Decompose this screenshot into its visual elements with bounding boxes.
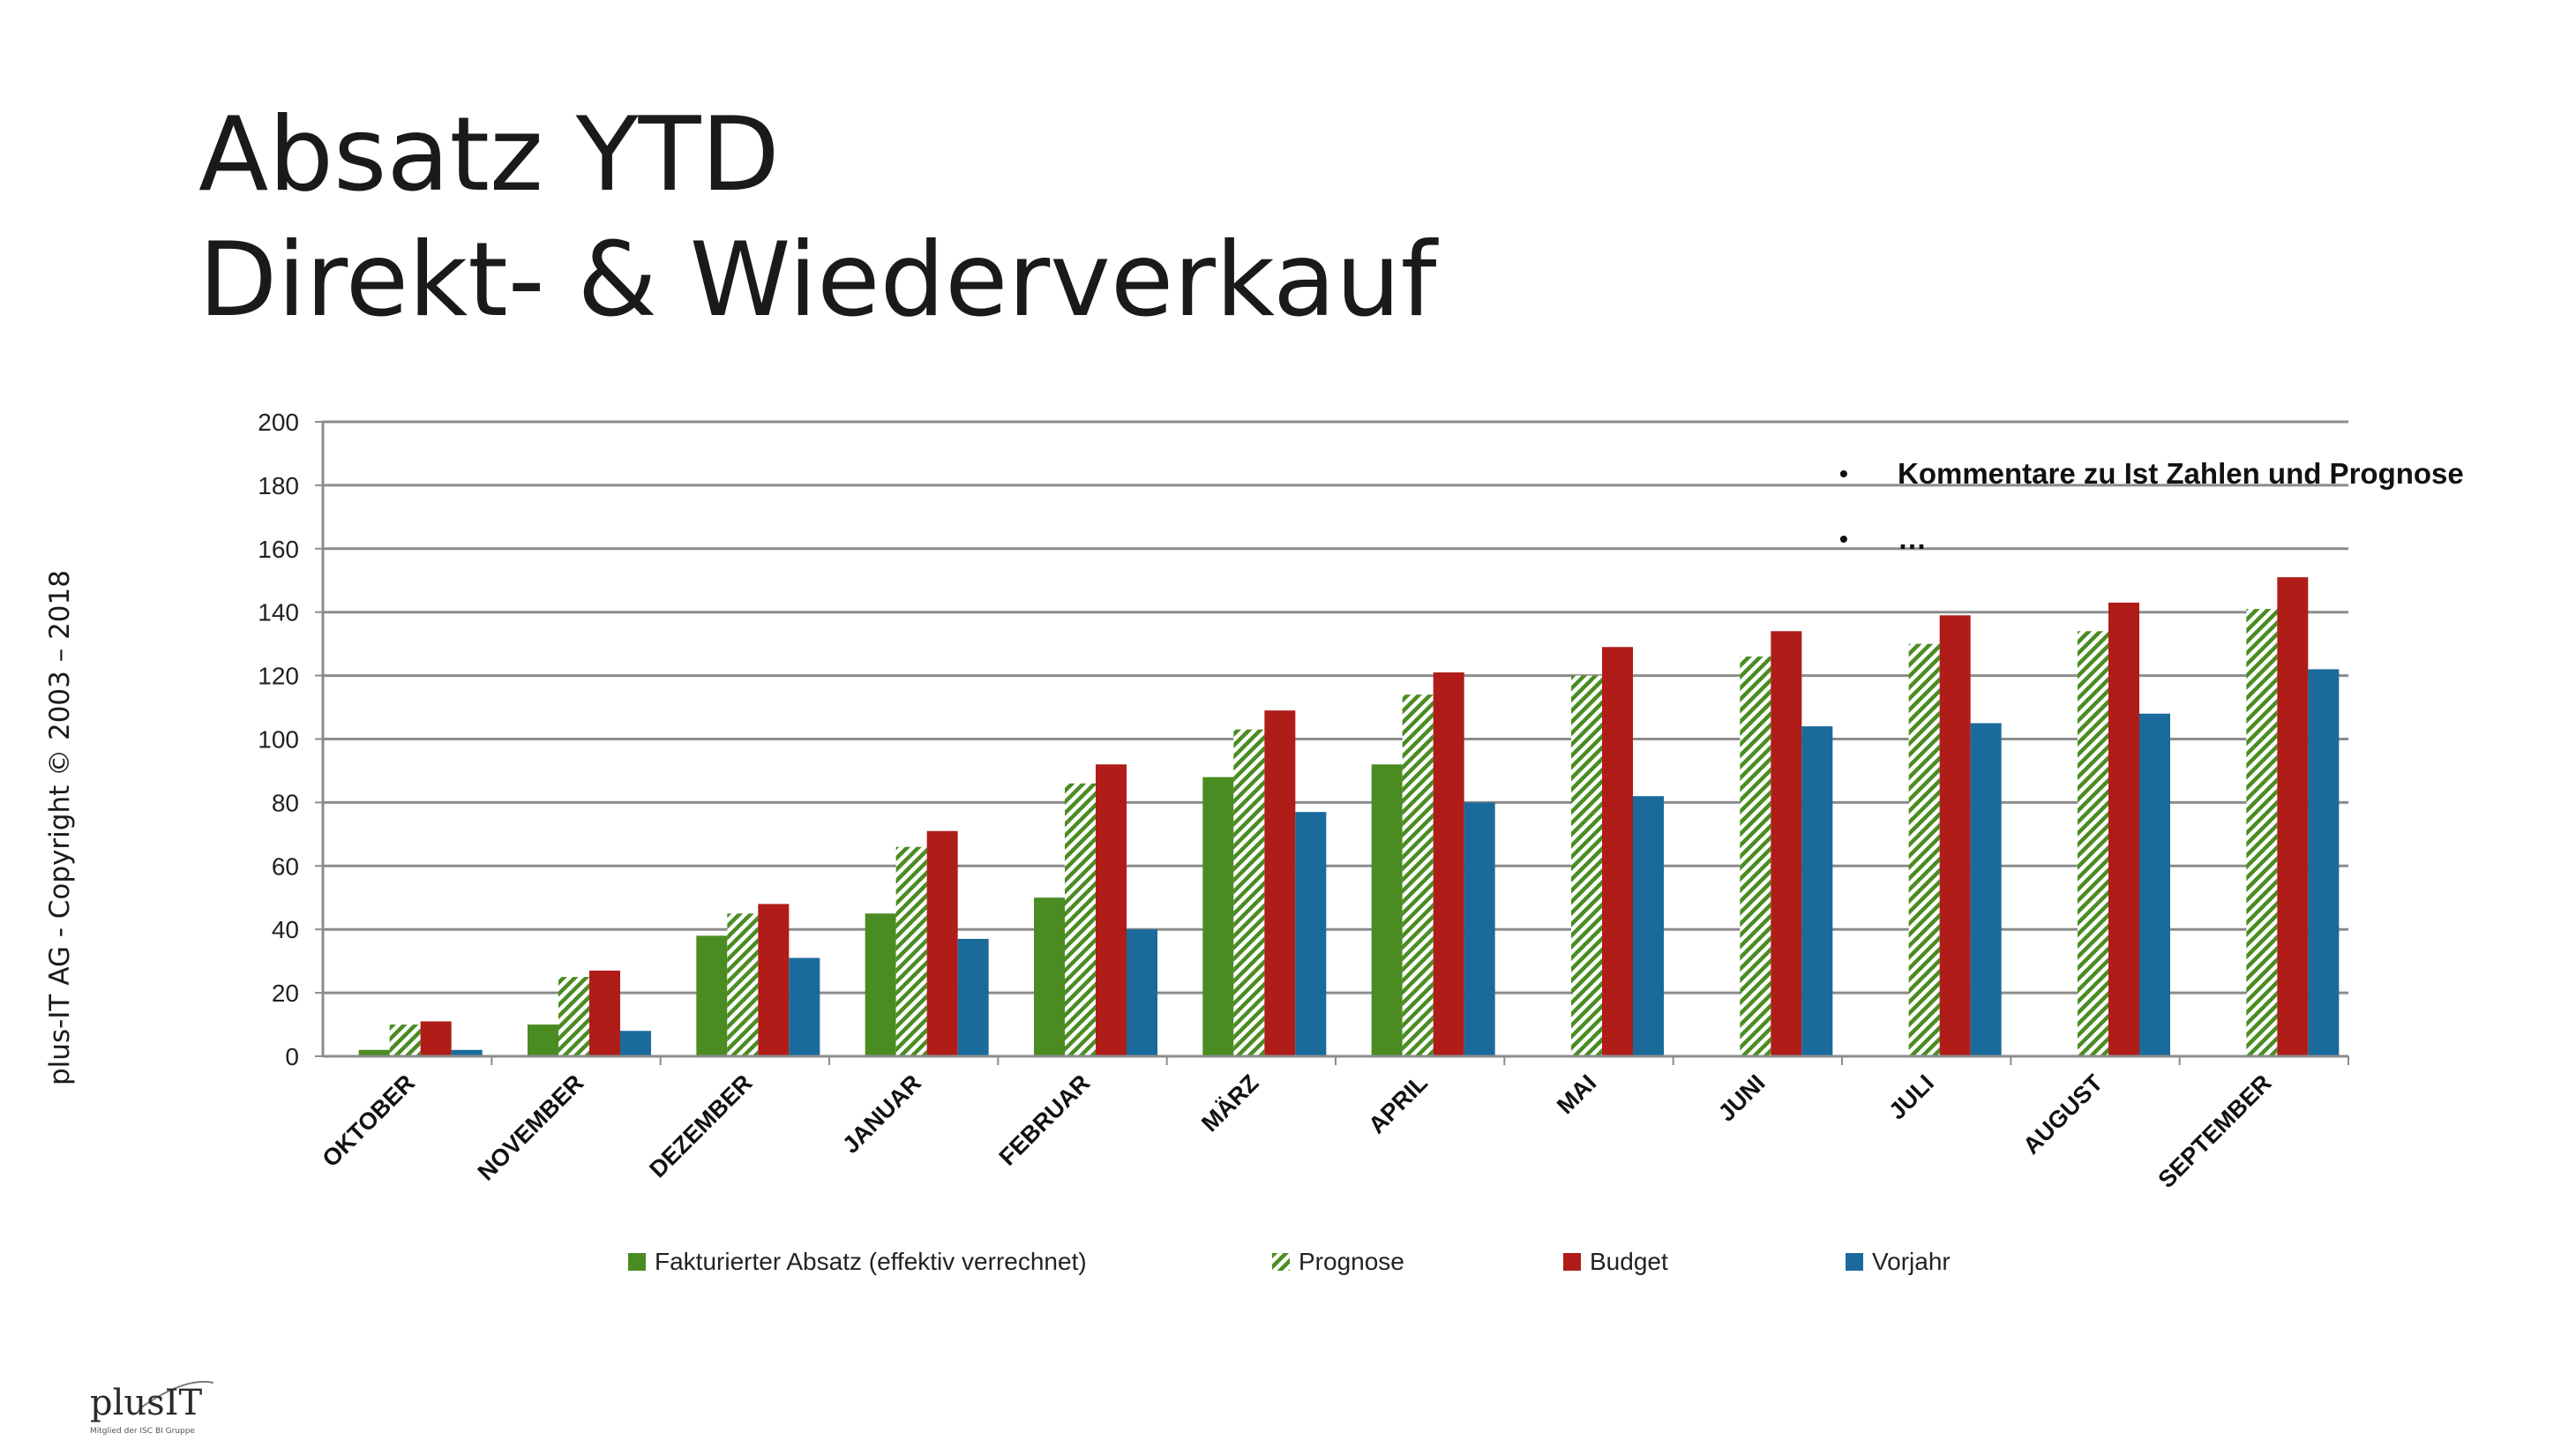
legend-label: Vorjahr bbox=[1872, 1248, 1951, 1275]
logo-text: plusIT bbox=[90, 1383, 203, 1423]
x-tick-label: NOVEMBER bbox=[473, 1069, 589, 1186]
bar-fakturiert bbox=[358, 1049, 390, 1056]
title-line-1: Absatz YTD bbox=[198, 95, 780, 214]
bar-prognose bbox=[895, 846, 927, 1056]
y-tick-label: 100 bbox=[258, 726, 299, 754]
legend-label: Prognose bbox=[1299, 1248, 1404, 1275]
legend-item-vorjahr: Vorjahr bbox=[1846, 1240, 1951, 1284]
bar-prognose bbox=[1402, 694, 1434, 1056]
y-tick-label: 180 bbox=[258, 472, 299, 499]
bars bbox=[358, 577, 2340, 1056]
bar-vorjahr bbox=[451, 1049, 483, 1056]
bar-vorjahr bbox=[1801, 726, 1833, 1056]
bar-budget bbox=[758, 904, 790, 1056]
x-tick-label: FEBRUAR bbox=[994, 1069, 1096, 1171]
bar-budget bbox=[1602, 647, 1633, 1056]
y-tick-label: 140 bbox=[258, 599, 299, 627]
legend-item-prognose: Prognose bbox=[1272, 1240, 1404, 1284]
bar-vorjahr bbox=[957, 938, 989, 1056]
x-tick-label: JUNI bbox=[1713, 1069, 1771, 1127]
bar-budget bbox=[1264, 710, 1296, 1056]
bar-vorjahr bbox=[1970, 723, 2002, 1056]
bar-prognose bbox=[558, 977, 589, 1056]
x-tick-label: JANUAR bbox=[837, 1069, 926, 1159]
comment-item: • … bbox=[1839, 507, 2464, 572]
bar-budget bbox=[1771, 631, 1802, 1056]
bar-prognose bbox=[389, 1024, 421, 1056]
bar-prognose bbox=[1233, 729, 1265, 1056]
logo-tagline: Mitglied der ISC BI Gruppe bbox=[90, 1427, 195, 1436]
bar-vorjahr bbox=[2308, 669, 2340, 1056]
bar-vorjahr bbox=[1633, 796, 1664, 1056]
y-tick-label: 120 bbox=[258, 663, 299, 690]
bar-prognose bbox=[2078, 631, 2108, 1056]
y-tick-label: 80 bbox=[272, 789, 299, 816]
bar-fakturiert bbox=[1202, 777, 1234, 1056]
slide-title: Absatz YTD Direkt- & Wiederverkauf bbox=[198, 93, 1437, 343]
logo-swoosh-icon bbox=[140, 1380, 214, 1408]
x-tick-label: DEZEMBER bbox=[644, 1069, 757, 1182]
bar-vorjahr bbox=[2139, 713, 2170, 1056]
legend: Fakturierter Absatz (effektiv verrechnet… bbox=[618, 1240, 2029, 1284]
legend-swatch bbox=[1846, 1253, 1863, 1271]
bullet-icon: • bbox=[1839, 460, 1848, 487]
x-tick-label: MAI bbox=[1552, 1069, 1601, 1119]
legend-item-budget: Budget bbox=[1563, 1240, 1668, 1284]
y-tick-label: 0 bbox=[285, 1043, 299, 1070]
legend-label: Fakturierter Absatz (effektiv verrechnet… bbox=[655, 1248, 1087, 1275]
bar-fakturiert bbox=[865, 913, 896, 1056]
x-tick-label: AUGUST bbox=[2018, 1069, 2108, 1160]
bar-fakturiert bbox=[1371, 764, 1403, 1056]
bar-budget bbox=[1939, 615, 1971, 1056]
comments-box: • Kommentare zu Ist Zahlen und Prognose … bbox=[1839, 441, 2464, 572]
x-tick-label: JULI bbox=[1883, 1069, 1939, 1125]
bar-budget bbox=[926, 830, 958, 1056]
bar-vorjahr bbox=[620, 1031, 651, 1056]
x-tick-label: OKTOBER bbox=[318, 1069, 420, 1172]
bar-budget bbox=[420, 1021, 452, 1056]
legend-swatch bbox=[1563, 1253, 1581, 1271]
bar-vorjahr bbox=[789, 957, 820, 1056]
bar-fakturiert bbox=[696, 935, 728, 1056]
bar-prognose bbox=[2246, 609, 2278, 1056]
comment-item: • Kommentare zu Ist Zahlen und Prognose bbox=[1839, 441, 2464, 507]
bar-prognose bbox=[727, 913, 759, 1056]
bar-prognose bbox=[1740, 657, 1771, 1056]
x-tick-label: MÄRZ bbox=[1196, 1069, 1263, 1137]
legend-swatch bbox=[628, 1253, 646, 1271]
title-line-2: Direkt- & Wiederverkauf bbox=[198, 221, 1437, 340]
y-tick-label: 200 bbox=[258, 409, 299, 436]
y-tick-label: 60 bbox=[272, 852, 299, 880]
bar-vorjahr bbox=[1295, 812, 1327, 1056]
legend-swatch bbox=[1272, 1253, 1290, 1271]
bullet-icon: • bbox=[1839, 525, 1848, 552]
comment-text: … bbox=[1898, 522, 1927, 555]
y-tick-label: 160 bbox=[258, 536, 299, 563]
bar-budget bbox=[589, 970, 620, 1056]
bar-prognose bbox=[1065, 783, 1096, 1056]
legend-item-fakturiert: Fakturierter Absatz (effektiv verrechnet… bbox=[628, 1240, 1087, 1284]
bar-prognose bbox=[1571, 675, 1602, 1056]
gridlines bbox=[323, 420, 2348, 1058]
bar-fakturiert bbox=[528, 1024, 558, 1056]
bar-budget bbox=[2108, 602, 2139, 1056]
bar-vorjahr bbox=[1464, 802, 1495, 1056]
legend-label: Budget bbox=[1590, 1248, 1668, 1275]
bar-budget bbox=[1433, 672, 1464, 1056]
x-tick-label: SEPTEMBER bbox=[2153, 1069, 2277, 1193]
y-tick-label: 20 bbox=[272, 979, 299, 1007]
company-logo: plusIT Mitglied der ISC BI Gruppe bbox=[88, 1372, 221, 1447]
y-tick-label: 40 bbox=[272, 916, 299, 943]
comment-text: Kommentare zu Ist Zahlen und Prognose bbox=[1898, 457, 2464, 490]
x-tick-label: APRIL bbox=[1363, 1069, 1432, 1138]
bar-vorjahr bbox=[1127, 929, 1157, 1056]
bar-fakturiert bbox=[1034, 897, 1065, 1056]
bar-budget bbox=[2277, 577, 2309, 1056]
bar-prognose bbox=[1908, 643, 1940, 1056]
bar-budget bbox=[1096, 764, 1127, 1056]
